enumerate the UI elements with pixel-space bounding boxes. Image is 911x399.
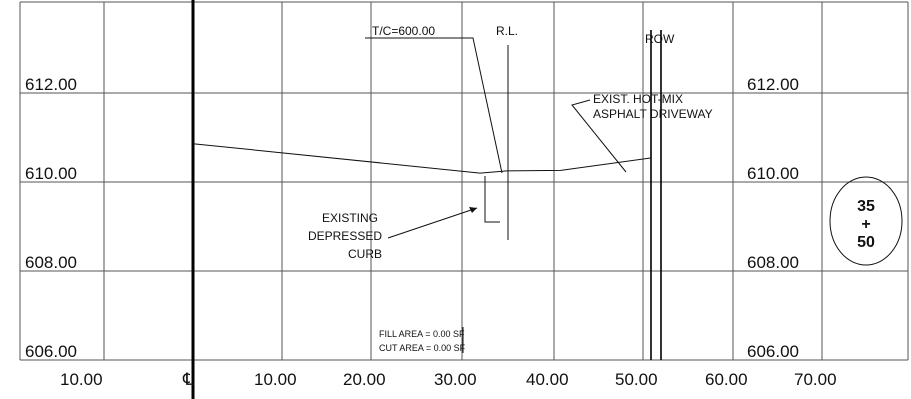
curb-leader bbox=[387, 207, 478, 239]
offset-label-10: 10.00 bbox=[254, 370, 297, 389]
existing-ground-profile bbox=[192, 143, 651, 174]
curb-leader-arrow bbox=[469, 207, 477, 213]
station-bubble bbox=[829, 176, 903, 266]
curb-label-line3: CURB bbox=[348, 247, 382, 261]
offset-label-minus10: 10.00 bbox=[60, 370, 103, 389]
station-plus: + bbox=[861, 216, 870, 233]
curb-label-line1: EXISTING bbox=[322, 211, 378, 225]
station-number-bottom: 50 bbox=[857, 234, 875, 251]
elev-label-right-612: 612.00 bbox=[747, 75, 799, 94]
elev-label-left-610: 610.00 bbox=[25, 164, 77, 183]
elev-label-right-606: 606.00 bbox=[747, 342, 799, 361]
tc-elevation-label: T/C=600.00 bbox=[372, 24, 435, 38]
driveway-leader bbox=[571, 99, 627, 173]
driveway-label-line1: EXIST. HOT-MIX bbox=[593, 92, 683, 106]
elev-label-left-606: 606.00 bbox=[25, 342, 77, 361]
row-label: ROW bbox=[645, 32, 675, 46]
offset-label-40: 40.00 bbox=[526, 370, 569, 389]
elev-label-right-608: 608.00 bbox=[747, 253, 799, 272]
tc-leader bbox=[365, 37, 503, 174]
cut-area-label: CUT AREA = 0.00 SF bbox=[379, 343, 466, 353]
depressed-curb-detail bbox=[484, 176, 500, 223]
elev-label-right-610: 610.00 bbox=[747, 164, 799, 183]
driveway-label-line2: ASPHALT DRIVEWAY bbox=[593, 107, 713, 121]
offset-label-20: 20.00 bbox=[343, 370, 386, 389]
station-number-top: 35 bbox=[857, 198, 875, 215]
centerline-symbol: ℄ bbox=[182, 370, 194, 389]
elev-label-left-608: 608.00 bbox=[25, 253, 77, 272]
reference-line-label: R.L. bbox=[496, 24, 518, 38]
offset-label-60: 60.00 bbox=[705, 370, 748, 389]
offset-label-70: 70.00 bbox=[794, 370, 837, 389]
elev-label-left-612: 612.00 bbox=[25, 75, 77, 94]
curb-label-line2: DEPRESSED bbox=[308, 229, 382, 243]
offset-label-50: 50.00 bbox=[615, 370, 658, 389]
offset-label-30: 30.00 bbox=[434, 370, 477, 389]
fill-area-label: FILL AREA = 0.00 SF bbox=[379, 329, 465, 339]
